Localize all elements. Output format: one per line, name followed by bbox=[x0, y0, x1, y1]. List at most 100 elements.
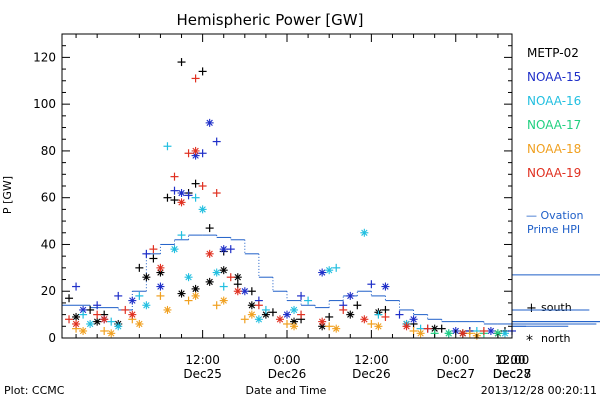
y-tick-label: 0 bbox=[48, 331, 56, 345]
point-south bbox=[325, 312, 334, 321]
point-south bbox=[156, 291, 165, 300]
point-south bbox=[170, 186, 179, 195]
point-south bbox=[100, 326, 109, 335]
marker-legend-south-label: south bbox=[541, 301, 572, 314]
point-south bbox=[297, 310, 306, 319]
point-south bbox=[219, 282, 228, 291]
point-north bbox=[205, 277, 214, 286]
point-north bbox=[86, 319, 95, 328]
point-south bbox=[205, 224, 214, 233]
point-south bbox=[479, 326, 488, 335]
legend-entry: NOAA-19 bbox=[527, 166, 581, 180]
point-south bbox=[339, 305, 348, 314]
point-north bbox=[360, 315, 369, 324]
x-axis-label: Date and Time bbox=[246, 384, 327, 397]
point-north bbox=[318, 317, 327, 326]
marker-legend-north-symbol: * bbox=[526, 333, 533, 349]
point-north bbox=[142, 273, 151, 282]
legend-entry: METP-02 bbox=[527, 46, 579, 60]
point-north bbox=[402, 322, 411, 331]
point-north bbox=[191, 146, 200, 155]
point-north bbox=[177, 189, 186, 198]
point-south bbox=[304, 296, 313, 305]
point-south bbox=[163, 193, 172, 202]
legend: METP-02 NOAA-15 NOAA-16 NOAA-17 NOAA-18 NOAA-… bbox=[527, 46, 581, 180]
series-metp-02 bbox=[65, 58, 509, 338]
point-south bbox=[247, 287, 256, 296]
point-south bbox=[240, 315, 249, 324]
point-south bbox=[268, 308, 277, 317]
point-south bbox=[283, 319, 291, 328]
x-tick-date: Dec26 bbox=[268, 367, 307, 381]
point-north bbox=[142, 301, 151, 310]
point-north bbox=[219, 266, 228, 275]
point-south bbox=[212, 301, 221, 310]
point-south bbox=[107, 317, 116, 326]
point-north bbox=[444, 329, 453, 338]
point-south bbox=[233, 280, 242, 289]
point-south bbox=[184, 191, 193, 200]
point-south bbox=[198, 182, 207, 190]
x-tick-date: Dec27 bbox=[437, 367, 476, 381]
point-south bbox=[170, 172, 179, 181]
point-south bbox=[198, 149, 207, 158]
point-south bbox=[261, 305, 270, 314]
point-south bbox=[381, 305, 390, 314]
point-north bbox=[275, 315, 284, 324]
point-south bbox=[149, 254, 158, 263]
point-north bbox=[318, 268, 327, 277]
point-south bbox=[191, 74, 200, 83]
ovation-label-line1: — Ovation bbox=[526, 209, 584, 222]
y-tick-label: 80 bbox=[41, 144, 56, 158]
point-south bbox=[142, 249, 151, 258]
point-north bbox=[205, 118, 214, 127]
point-north bbox=[156, 282, 165, 291]
point-south bbox=[184, 149, 193, 158]
point-south bbox=[423, 324, 432, 333]
x-tick-time: 12:00 bbox=[185, 353, 220, 367]
point-north bbox=[184, 273, 193, 282]
point-north bbox=[290, 317, 299, 326]
point-north bbox=[128, 296, 137, 305]
point-south bbox=[353, 301, 362, 310]
point-south bbox=[381, 312, 390, 321]
point-north bbox=[219, 245, 228, 254]
point-south bbox=[86, 305, 95, 314]
point-south bbox=[226, 273, 235, 282]
point-north bbox=[247, 310, 256, 319]
x-tick-time: 12:00 bbox=[354, 353, 389, 367]
series-noaa-18 bbox=[72, 291, 481, 340]
point-north bbox=[240, 287, 249, 296]
point-north bbox=[163, 305, 172, 314]
point-south bbox=[93, 301, 102, 310]
chart-title: Hemispheric Power [GW] bbox=[177, 11, 364, 29]
point-south bbox=[367, 319, 376, 328]
point-south bbox=[149, 245, 158, 254]
point-south bbox=[163, 142, 172, 151]
marker-legend-north-label: north bbox=[541, 332, 571, 345]
point-south bbox=[114, 291, 123, 300]
point-north bbox=[107, 329, 116, 338]
marker-legend-south-symbol: + bbox=[526, 301, 537, 316]
point-north bbox=[346, 310, 355, 319]
point-north bbox=[409, 315, 418, 324]
point-north bbox=[247, 301, 256, 310]
point-north bbox=[374, 322, 383, 331]
point-south bbox=[297, 291, 306, 300]
point-south bbox=[437, 324, 446, 333]
point-south bbox=[170, 196, 179, 205]
point-south bbox=[79, 310, 88, 319]
point-south bbox=[367, 280, 376, 289]
point-north bbox=[156, 268, 165, 277]
y-tick-label: 100 bbox=[33, 97, 56, 111]
point-south bbox=[212, 189, 221, 198]
point-south bbox=[226, 245, 235, 254]
point-north bbox=[416, 329, 425, 338]
point-north bbox=[72, 319, 81, 328]
point-north bbox=[325, 266, 334, 275]
point-north bbox=[128, 310, 137, 319]
point-north bbox=[198, 205, 207, 214]
point-north bbox=[458, 329, 467, 338]
footer-source: Plot: CCMC bbox=[4, 384, 65, 397]
